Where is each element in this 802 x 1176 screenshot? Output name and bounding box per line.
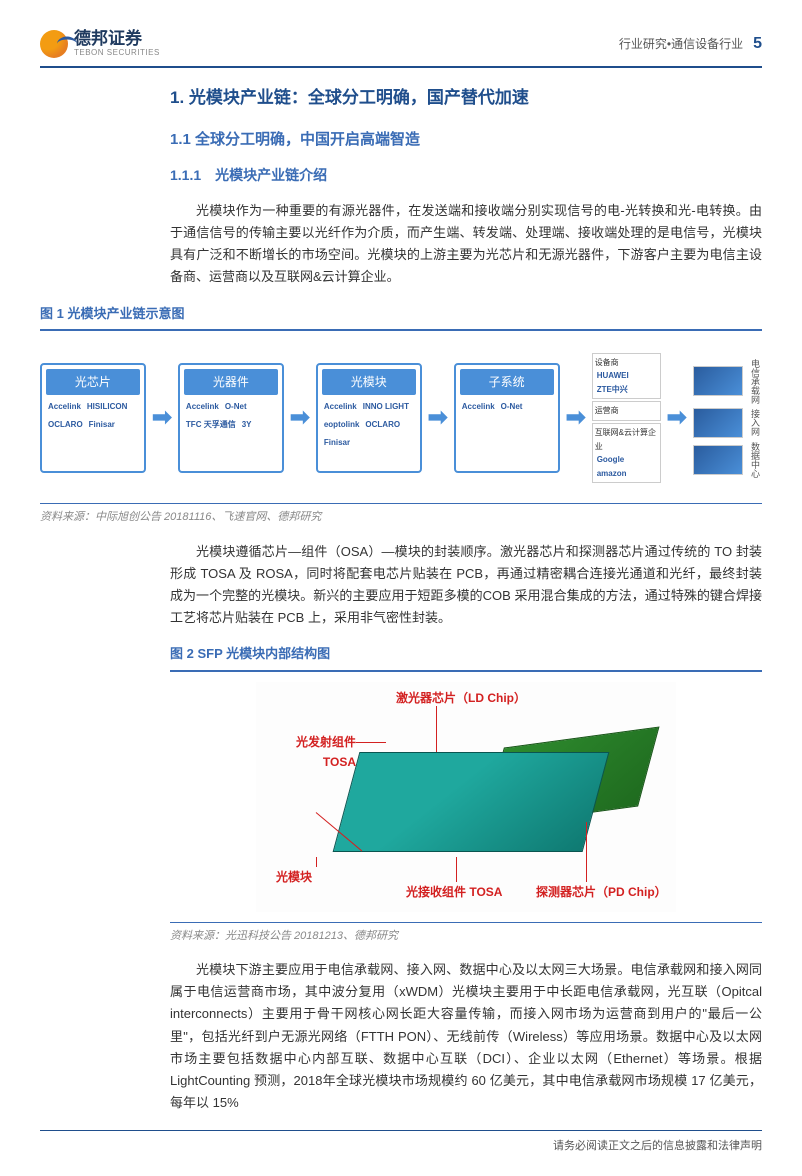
figure2-diagram: 激光器芯片（LD Chip） 光发射组件 TOSA 光模块 光接收组件 TOSA…	[256, 682, 676, 912]
cust-label: 互联网&云计算企业	[595, 428, 656, 451]
page-footer: 请务必阅读正文之后的信息披露和法律声明	[40, 1130, 762, 1156]
arrow-icon: ➡	[667, 398, 687, 439]
page-number: 5	[753, 30, 762, 57]
brand: Accelink	[460, 399, 497, 415]
brand: eoptolink	[322, 417, 362, 433]
heading-3: 1.1.1 光模块产业链介绍	[170, 164, 762, 188]
cust-label: 运营商	[595, 406, 619, 415]
category-text: 行业研究•通信设备行业	[619, 34, 743, 54]
arrow-icon: ➡	[566, 398, 586, 439]
header-meta: 行业研究•通信设备行业 5	[619, 30, 762, 57]
brand: Finisar	[322, 435, 352, 451]
stage-title: 光器件	[184, 369, 278, 395]
brand: OCLARO	[363, 417, 402, 433]
app-label: 电信承载网	[747, 359, 762, 404]
page-header: 德邦证券 TEBON SECURITIES 行业研究•通信设备行业 5	[40, 30, 762, 68]
cust-label: 设备商	[595, 358, 619, 367]
heading-1: 1. 光模块产业链：全球分工明确，国产替代加速	[170, 84, 762, 113]
stage-title: 光模块	[322, 369, 416, 395]
arrow-icon: ➡	[290, 398, 310, 439]
label-module: 光模块	[276, 867, 312, 887]
brand: INNO LIGHT	[361, 399, 411, 415]
stage-module: 光模块 Accelink INNO LIGHT eoptolink OCLARO…	[316, 363, 422, 473]
figure1-source: 资料来源：中际旭创公告 20181116、飞速官网、德邦研究	[40, 503, 762, 527]
stage-chip: 光芯片 Accelink HISILICON OCLARO Finisar	[40, 363, 146, 473]
stage-title: 子系统	[460, 369, 554, 395]
brand: O-Net	[223, 399, 249, 415]
stage-title: 光芯片	[46, 369, 140, 395]
customer-column: 设备商 HUAWEI ZTE中兴 运营商 互联网&云计算企业 Google am…	[592, 353, 661, 484]
app-image	[693, 366, 743, 396]
figure1-diagram: 光芯片 Accelink HISILICON OCLARO Finisar ➡ …	[40, 339, 762, 498]
label-ld: 激光器芯片（LD Chip）	[396, 688, 526, 708]
label-pd: 探测器芯片（PD Chip）	[536, 882, 667, 902]
brand: Accelink	[184, 399, 221, 415]
heading-2: 1.1 全球分工明确，中国开启高端智造	[170, 127, 762, 153]
figure1-label: 图 1 光模块产业链示意图	[40, 303, 762, 331]
application-column: 电信承载网 接入网 数据中心	[693, 359, 762, 478]
module-shape	[333, 752, 610, 852]
app-image	[693, 408, 743, 438]
brand: HISILICON	[85, 399, 129, 415]
logo-text-en: TEBON SECURITIES	[74, 49, 160, 58]
app-label: 数据中心	[747, 442, 762, 478]
brand: Finisar	[87, 417, 117, 433]
figure2-label: 图 2 SFP 光模块内部结构图	[170, 643, 762, 671]
brand: OCLARO	[46, 417, 85, 433]
brand: Accelink	[46, 399, 83, 415]
logo-text-cn: 德邦证券	[74, 30, 160, 49]
label-tosa: 光发射组件 TOSA	[266, 732, 356, 773]
arrow-icon: ➡	[428, 398, 448, 439]
logo-icon	[40, 30, 68, 58]
brand: Accelink	[322, 399, 359, 415]
paragraph-2: 光模块遵循芯片—组件（OSA）—模块的封装顺序。激光器芯片和探测器芯片通过传统的…	[170, 541, 762, 629]
figure2-source: 资料来源：光迅科技公告 20181213、德邦研究	[170, 922, 762, 946]
stage-device: 光器件 Accelink O-Net TFC 天孚通信 3Y	[178, 363, 284, 473]
paragraph-3: 光模块下游主要应用于电信承载网、接入网、数据中心及以太网三大场景。电信承载网和接…	[170, 959, 762, 1114]
brand: 3Y	[240, 417, 254, 433]
stage-subsystem: 子系统 Accelink O-Net	[454, 363, 560, 473]
logo: 德邦证券 TEBON SECURITIES	[40, 30, 160, 58]
arrow-icon: ➡	[152, 398, 172, 439]
label-rosa: 光接收组件 TOSA	[406, 882, 502, 902]
app-image	[693, 445, 743, 475]
paragraph-1: 光模块作为一种重要的有源光器件，在发送端和接收端分别实现信号的电-光转换和光-电…	[170, 200, 762, 288]
brand: O-Net	[499, 399, 525, 415]
brand: TFC 天孚通信	[184, 417, 238, 433]
app-label: 接入网	[747, 409, 762, 436]
